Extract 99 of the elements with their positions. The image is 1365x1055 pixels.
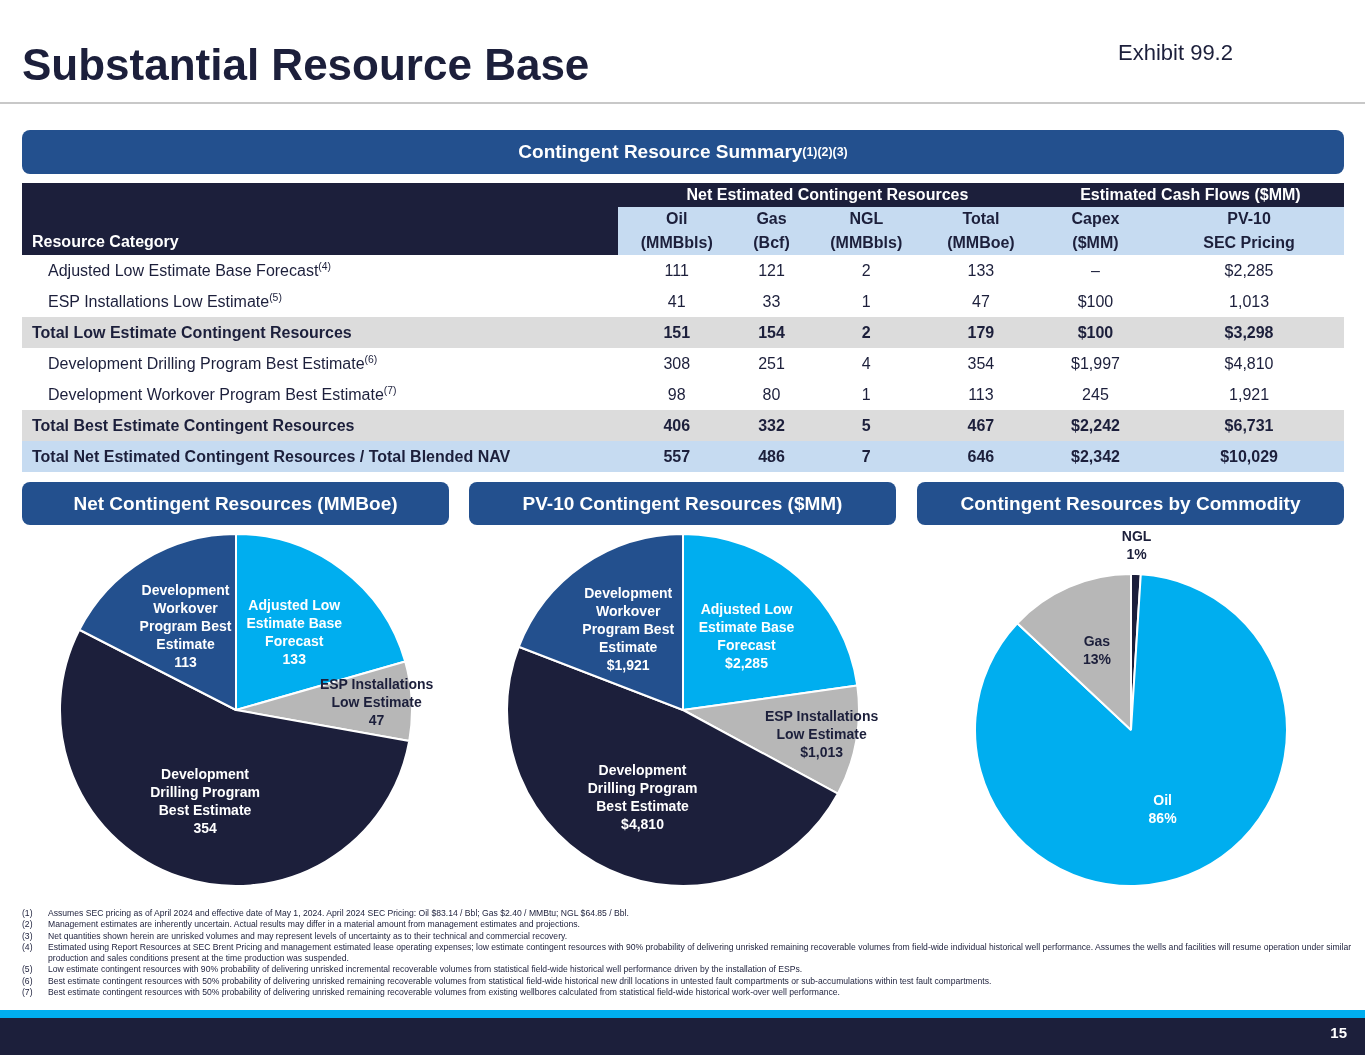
text: 2 — [860, 260, 872, 281]
text: $2,342 — [1036, 441, 1155, 472]
slice-label: Oil — [1153, 791, 1172, 808]
text: Total Best Estimate Contingent Resources — [22, 410, 618, 441]
text: 1 — [860, 384, 872, 405]
text: ESP Installations Low Estimate$^{(5)}$ — [22, 286, 618, 317]
slice-label: Gas — [1083, 633, 1111, 650]
chart-title: Net Contingent Resources (MMBoe) — [22, 482, 449, 525]
slice-label: ESP Installations Low Estimate — [319, 675, 434, 710]
data-label: $2,285 — [725, 654, 769, 671]
data-label: 113 — [174, 654, 198, 671]
text: PV-10 — [1154, 207, 1344, 231]
text: 15 — [1330, 1024, 1347, 1041]
text: 154 — [735, 317, 808, 348]
text: Development Drilling Program Best Estimate$^{(6)}$ — [22, 348, 618, 379]
text: (MMBbls) — [618, 231, 736, 255]
text: 133 — [966, 260, 996, 281]
text: – — [1090, 260, 1101, 281]
text: Development Workover Program Best Estimate$^{(7)}$ — [22, 379, 618, 410]
text: (5) Low estimate contingent resources with 90% probability of delivering unrisked incremental recoverable volumes from statistical field-wide historical well performance driven by the installation of ESPs. — [22, 964, 803, 975]
text: 486 — [735, 441, 808, 472]
text: 4 — [860, 353, 872, 374]
chart-title: PV-10 Contingent Resources ($MM) — [469, 482, 896, 525]
data-label: 1% — [1126, 545, 1148, 562]
text: $2,242 — [1036, 410, 1155, 441]
text: (4) Estimated using Report Resources at SEC Brent Pricing and management estimated lease operating expenses; low estimate contingent resources with 90% probability of delivering unrisked remaining recoverable volumes from field-wide individual historical well performance. Assumes the wells and facilities will resume operation under similar production and sales conditions present at the time production was suspended. — [22, 941, 1352, 964]
text: 251 — [757, 353, 786, 374]
data-label: $4,810 — [621, 815, 665, 832]
text: (3) Net quantities shown herein are unrisked volumes and may represent levels of uncertainty as to their technical and commercial recovery. — [22, 930, 568, 941]
text: $100 — [1036, 317, 1155, 348]
text: 354 — [966, 353, 996, 374]
text: 308 — [662, 353, 692, 374]
text: Substantial Resource Base — [22, 40, 590, 90]
text: 406 — [618, 410, 736, 441]
text: $6,731 — [1154, 410, 1344, 441]
text: (MMBbls) — [807, 231, 926, 255]
text: 646 — [925, 441, 1037, 472]
data-label: 13% — [1082, 651, 1112, 668]
text: 121 — [757, 260, 786, 281]
slice-label: Development Workover Program Best Estimate — [582, 585, 675, 656]
slice-label: Development Workover Program Best Estimate — [139, 582, 232, 653]
chart-title: Contingent Resources by Commodity — [917, 482, 1344, 525]
text: 7 — [807, 441, 926, 472]
text: Capex — [1036, 207, 1155, 231]
text: (Bcf) — [735, 231, 808, 255]
text: Estimated Cash Flows ($MM) — [1036, 183, 1344, 207]
text: ($MM) — [1036, 231, 1155, 255]
slice-label: Adjusted Low Estimate Base Forecast — [698, 600, 795, 653]
text: SEC Pricing — [1154, 231, 1344, 255]
slice-label: Development Drilling Program Best Estimate — [587, 761, 698, 814]
text: $4,810 — [1223, 353, 1275, 374]
text: $10,029 — [1154, 441, 1344, 472]
text: Resource Category — [22, 183, 618, 255]
text: Total Net Estimated Contingent Resources / Total Blended NAV — [22, 441, 618, 472]
text: NGL — [807, 207, 926, 231]
text: 1,921 — [1228, 384, 1271, 405]
text: $2,285 — [1223, 260, 1275, 281]
text: (6) Best estimate contingent resources with 50% probability of delivering unrisked remaining recoverable volumes from statistical field-wide historical new drill locations in untested fault compartments or sub-accumulations within test fault compartments. — [22, 975, 992, 986]
text: (1) Assumes SEC pricing as of April 2024 and effective date of May 1, 2024. April 2024 SEC Pricing: Oil $83.14 / Bbl; Gas $2.40 / MMBtu; NGL $64.85 / Bbl. — [22, 908, 629, 918]
text: Net Estimated Contingent Resources — [618, 183, 1037, 207]
data-label: 133 — [282, 650, 307, 667]
slice-label: ESP Installations Low Estimate — [764, 707, 879, 742]
text: (7) Best estimate contingent resources with 50% probability of delivering unrisked remaining recoverable volumes from existing wellbores calculated from statistical field-wide historical work-over well performance. — [22, 987, 840, 998]
slice-label: Adjusted Low Estimate Base Forecast — [246, 596, 343, 649]
text: 80 — [761, 384, 782, 405]
text: 111 — [663, 260, 690, 281]
text: Exhibit 99.2 — [1118, 40, 1233, 66]
text: 113 — [967, 384, 995, 405]
data-label: 354 — [193, 819, 217, 836]
text: 47 — [971, 291, 991, 312]
text: 151 — [618, 317, 736, 348]
text: 98 — [666, 384, 687, 405]
text: 557 — [618, 441, 736, 472]
text: 5 — [807, 410, 926, 441]
text: $100 — [1076, 291, 1115, 312]
text: $3,298 — [1154, 317, 1344, 348]
text: 332 — [735, 410, 808, 441]
text: 1,013 — [1228, 291, 1271, 312]
text: Gas — [735, 207, 808, 231]
text: 467 — [925, 410, 1037, 441]
data-label: $1,013 — [800, 743, 844, 760]
data-label: 47 — [368, 711, 385, 728]
text: 179 — [925, 317, 1037, 348]
text: Adjusted Low Estimate Base Forecast$^{(4)}$ — [22, 255, 618, 286]
text: 33 — [761, 291, 782, 312]
text: (MMBoe) — [925, 231, 1037, 255]
data-label: 86% — [1148, 809, 1178, 826]
text: Total — [925, 207, 1037, 231]
text: (2) Management estimates are inherently uncertain. Actual results may differ in a material amount from management estimates and projections. — [22, 919, 580, 930]
text: 41 — [666, 291, 687, 312]
text: 245 — [1081, 384, 1110, 405]
data-label: $1,921 — [606, 657, 650, 674]
text: 2 — [807, 317, 926, 348]
slice-label: NGL — [1121, 527, 1152, 544]
text: 1 — [860, 291, 872, 312]
slice-label: Development Drilling Program Best Estimate — [150, 765, 260, 818]
text: Total Low Estimate Contingent Resources — [22, 317, 618, 348]
text: $1,997 — [1070, 353, 1121, 374]
text: Oil — [618, 207, 736, 231]
